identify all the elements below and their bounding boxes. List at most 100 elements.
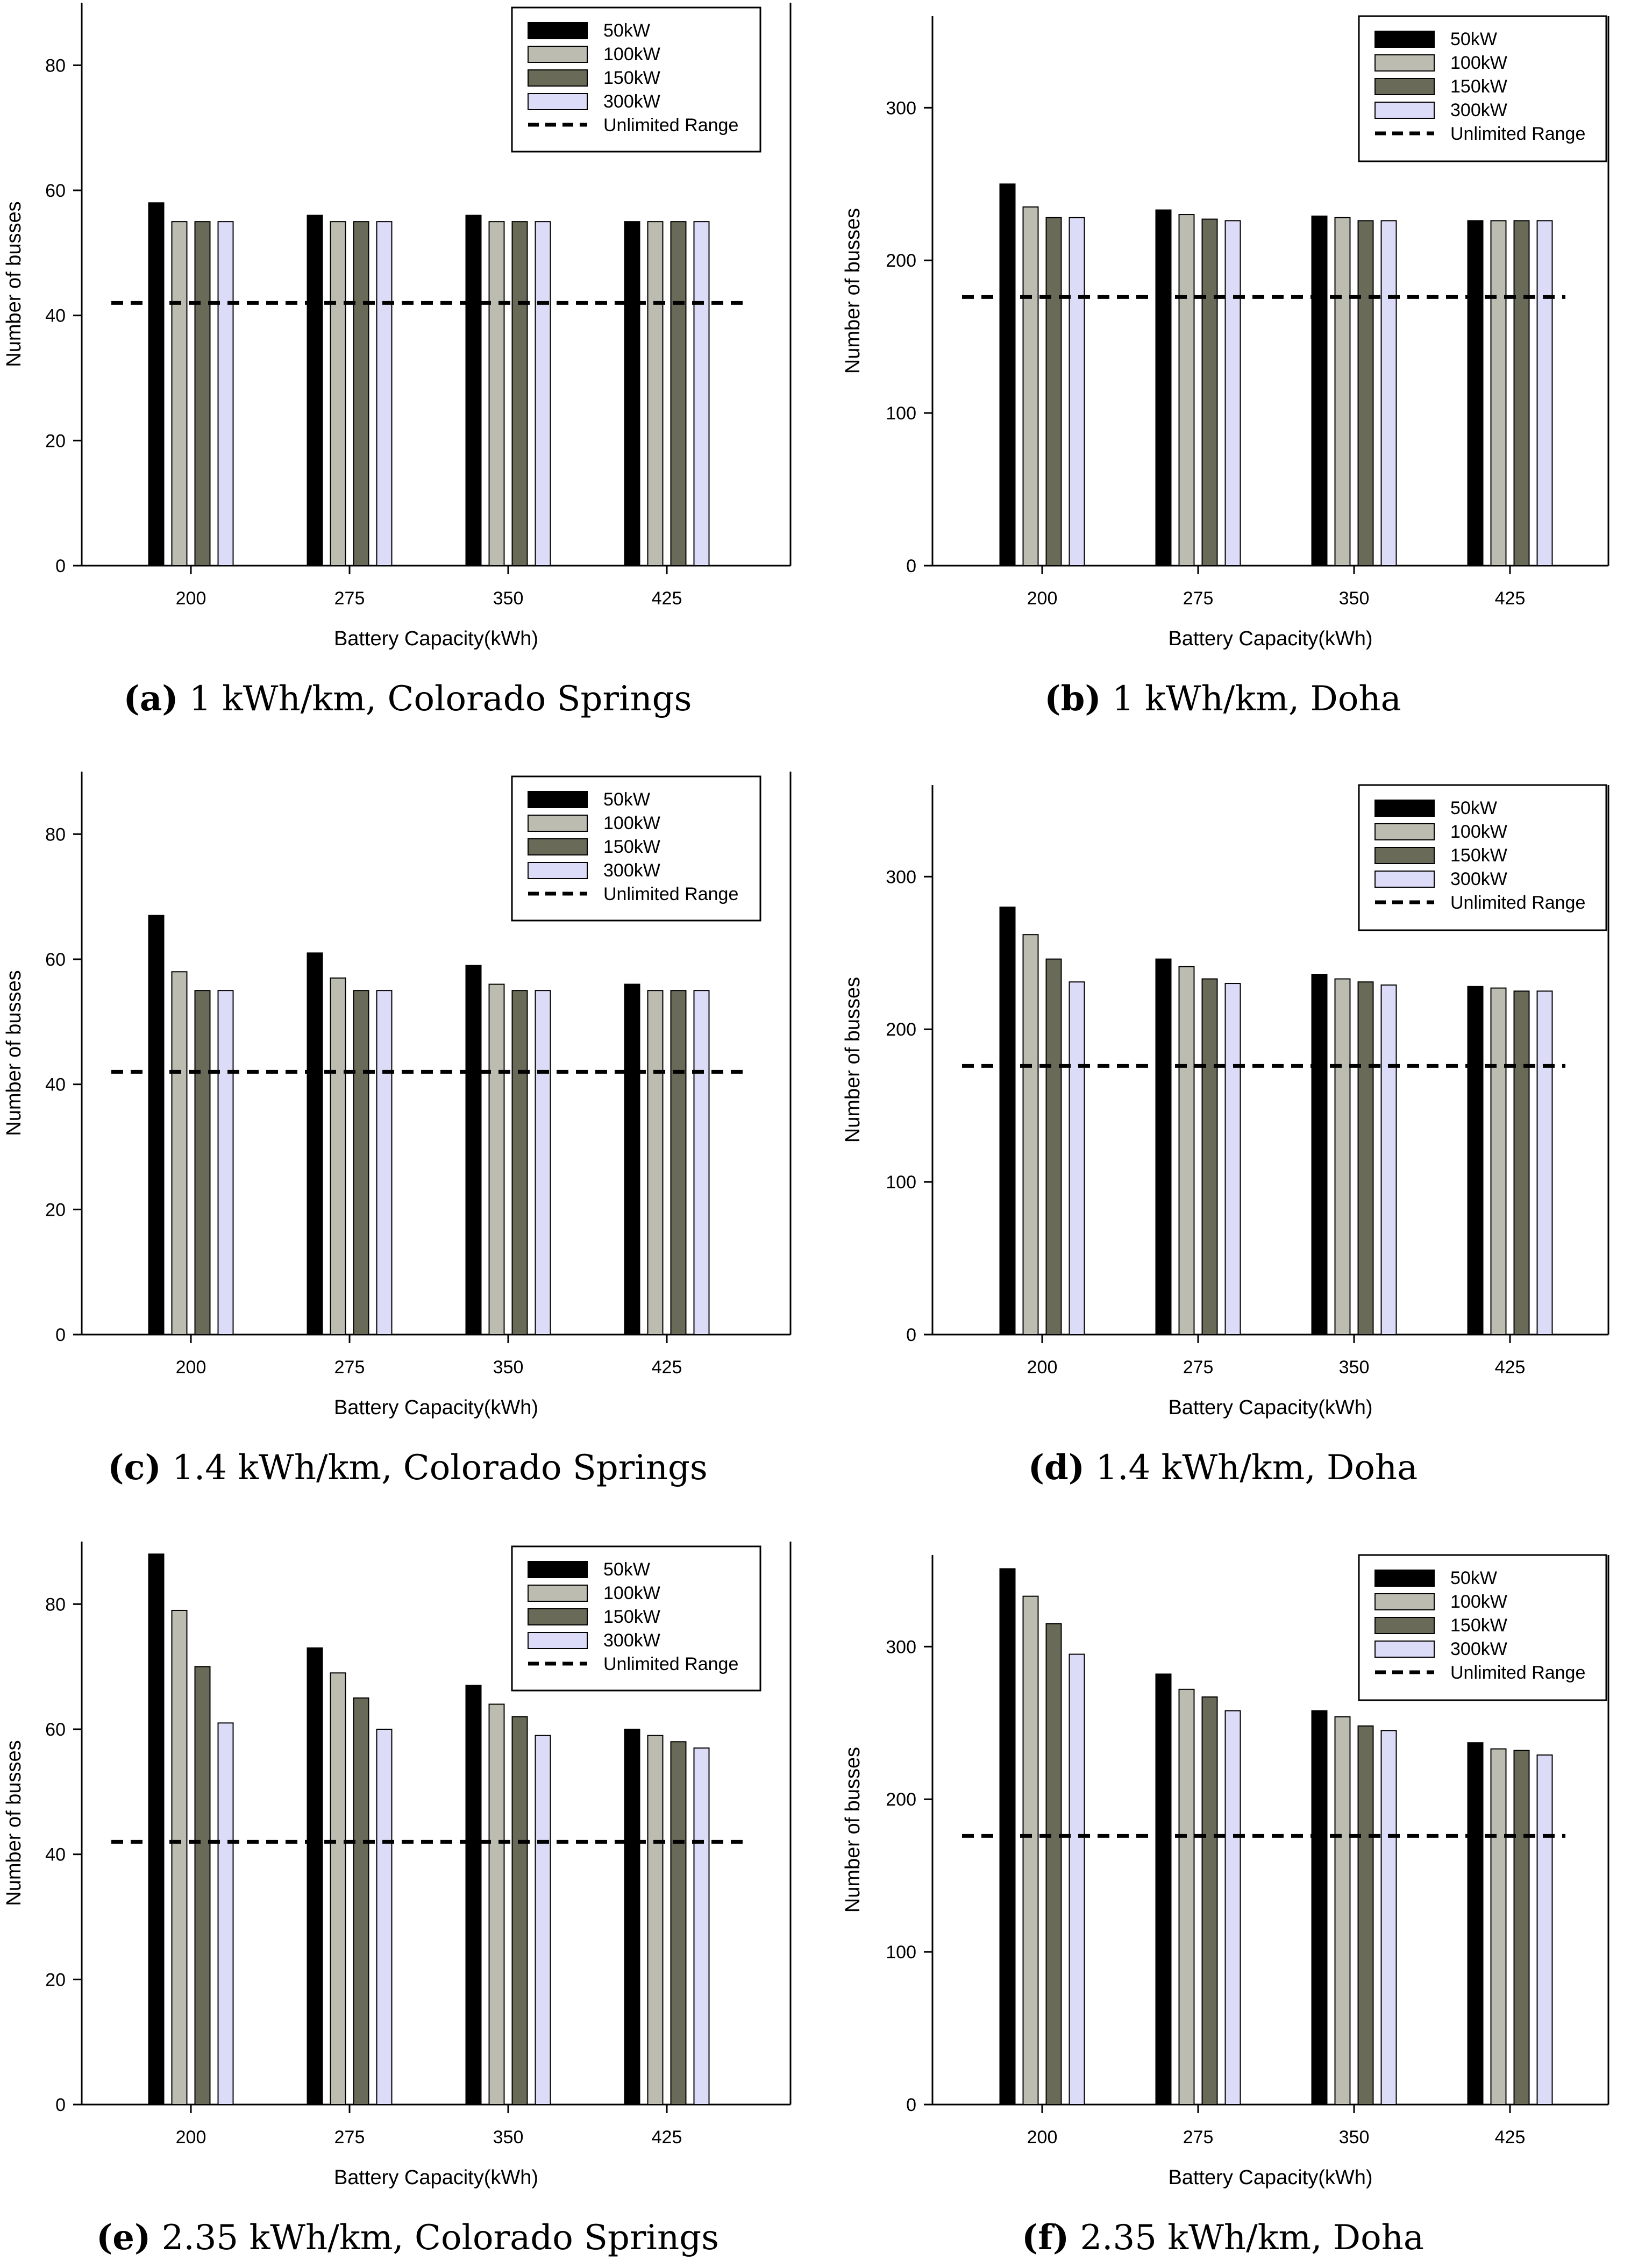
caption-c: (c) 1.4 kWh/km, Colorado Springs bbox=[0, 1447, 815, 1488]
caption-label: (a) bbox=[123, 679, 179, 719]
legend: 50kW 100kW 150kW 300kW Unlimited Range bbox=[1358, 784, 1607, 931]
bar-300kw-275 bbox=[376, 990, 393, 1335]
bar-150kw-425 bbox=[670, 990, 687, 1335]
y-tick-label: 100 bbox=[886, 1172, 916, 1193]
bar-50kw-200 bbox=[999, 183, 1016, 566]
legend-swatch-50kw bbox=[528, 1561, 588, 1578]
legend-label-100kw: 100kW bbox=[1450, 1592, 1507, 1612]
legend-label-unlimited-range: Unlimited Range bbox=[603, 115, 738, 135]
y-tick-label: 20 bbox=[45, 1200, 66, 1220]
legend-label-300kw: 300kW bbox=[1450, 100, 1507, 120]
chart-panel-a: 0 20 40 60 80 Number of busses 200 275 350 425 Bat… bbox=[3, 3, 792, 650]
bar-100kw-350 bbox=[488, 983, 505, 1335]
bar-50kw-275 bbox=[1155, 209, 1172, 566]
legend-swatch-150kw bbox=[1374, 78, 1435, 95]
legend: 50kW 100kW 150kW 300kW Unlimited Range bbox=[511, 6, 761, 153]
x-axis-label: Battery Capacity(kWh) bbox=[334, 2166, 538, 2189]
y-tick-label: 200 bbox=[886, 251, 916, 271]
legend-label-300kw: 300kW bbox=[603, 91, 660, 112]
legend-label-50kw: 50kW bbox=[603, 20, 650, 41]
legend-label-150kw: 150kW bbox=[603, 1607, 660, 1627]
bar-300kw-425 bbox=[693, 1747, 710, 2105]
bar-50kw-425 bbox=[1467, 220, 1484, 566]
x-tick-label: 275 bbox=[1183, 588, 1214, 609]
x-tick-label: 350 bbox=[1339, 1357, 1370, 1378]
bar-100kw-425 bbox=[1490, 220, 1507, 566]
x-tick-label: 425 bbox=[652, 588, 682, 609]
y-tick-label: 20 bbox=[45, 431, 66, 451]
bar-300kw-200 bbox=[1069, 217, 1085, 566]
legend-swatch-50kw bbox=[528, 791, 588, 808]
bar-100kw-275 bbox=[1178, 966, 1195, 1336]
x-axis-label: Battery Capacity(kWh) bbox=[1168, 1396, 1372, 1419]
bar-50kw-425 bbox=[624, 221, 640, 566]
bar-50kw-425 bbox=[1467, 1742, 1484, 2105]
bar-300kw-425 bbox=[693, 221, 710, 566]
y-tick-label: 0 bbox=[55, 556, 66, 576]
legend-swatch-150kw bbox=[528, 69, 588, 87]
legend-label-50kw: 50kW bbox=[603, 1559, 650, 1580]
legend-label-50kw: 50kW bbox=[1450, 29, 1497, 49]
x-tick-label: 200 bbox=[1027, 2127, 1058, 2148]
bar-150kw-275 bbox=[1201, 978, 1218, 1335]
x-tick-label: 350 bbox=[493, 2127, 524, 2148]
caption-d: (d) 1.4 kWh/km, Doha bbox=[815, 1447, 1630, 1488]
bar-50kw-425 bbox=[1467, 986, 1484, 1335]
legend-label-300kw: 300kW bbox=[1450, 1639, 1507, 1659]
chart-panel-e: 0 20 40 60 80 Number of busses 200 275 350 425 Bat… bbox=[3, 1542, 792, 2189]
legend-label-50kw: 50kW bbox=[603, 789, 650, 810]
bar-150kw-275 bbox=[353, 221, 369, 566]
x-tick-label: 425 bbox=[1495, 2127, 1526, 2148]
x-tick-label: 350 bbox=[1339, 588, 1370, 609]
bar-300kw-275 bbox=[1224, 220, 1241, 566]
bar-150kw-425 bbox=[1513, 1750, 1530, 2105]
legend-swatch-300kw bbox=[528, 1632, 588, 1649]
caption-label: (e) bbox=[96, 2217, 151, 2258]
x-tick-label: 425 bbox=[652, 2127, 682, 2148]
caption-text: 2.35 kWh/km, Colorado Springs bbox=[161, 2218, 719, 2258]
y-tick-label: 60 bbox=[45, 950, 66, 970]
bar-100kw-275 bbox=[1178, 214, 1195, 566]
bar-150kw-200 bbox=[194, 1666, 211, 2105]
y-tick-label: 300 bbox=[886, 1637, 916, 1657]
y-tick-label: 200 bbox=[886, 1019, 916, 1040]
y-tick-label: 40 bbox=[45, 306, 66, 326]
legend-label-150kw: 150kW bbox=[603, 837, 660, 857]
caption-label: (c) bbox=[108, 1447, 161, 1488]
bar-50kw-425 bbox=[624, 983, 640, 1335]
legend-swatch-100kw bbox=[528, 815, 588, 832]
bar-150kw-350 bbox=[1357, 981, 1374, 1335]
bar-150kw-350 bbox=[1357, 1725, 1374, 2105]
bar-300kw-200 bbox=[217, 1722, 234, 2106]
bar-100kw-275 bbox=[1178, 1688, 1195, 2106]
chart-panel-c: 0 20 40 60 80 Number of busses 200 275 350 425 Bat… bbox=[3, 772, 792, 1419]
bar-300kw-350 bbox=[535, 1735, 551, 2105]
bar-150kw-350 bbox=[511, 990, 528, 1335]
legend-swatch-300kw bbox=[528, 93, 588, 110]
y-tick-label: 0 bbox=[55, 1325, 66, 1345]
y-tick-label: 300 bbox=[886, 98, 916, 118]
bar-50kw-275 bbox=[1155, 1673, 1172, 2105]
y-axis-label: Number of busses bbox=[3, 201, 25, 367]
bar-150kw-275 bbox=[1201, 1696, 1218, 2105]
bar-150kw-425 bbox=[1513, 990, 1530, 1335]
bar-50kw-275 bbox=[307, 215, 323, 566]
bar-50kw-425 bbox=[624, 1729, 640, 2105]
bar-300kw-275 bbox=[376, 221, 393, 566]
bar-300kw-275 bbox=[1224, 1710, 1241, 2106]
bar-300kw-275 bbox=[376, 1729, 393, 2105]
bar-300kw-425 bbox=[1536, 990, 1553, 1335]
bar-100kw-350 bbox=[1334, 217, 1351, 566]
bar-100kw-275 bbox=[330, 1672, 346, 2106]
x-tick-label: 200 bbox=[176, 588, 206, 609]
legend-swatch-100kw bbox=[1374, 823, 1435, 840]
legend-label-100kw: 100kW bbox=[1450, 822, 1507, 842]
y-tick-label: 100 bbox=[886, 1942, 916, 1963]
legend-label-150kw: 150kW bbox=[1450, 1615, 1507, 1636]
legend-swatch-100kw bbox=[1374, 1593, 1435, 1610]
x-axis-label: Battery Capacity(kWh) bbox=[334, 1396, 538, 1419]
legend-swatch-50kw bbox=[1374, 1570, 1435, 1587]
bar-150kw-425 bbox=[670, 221, 687, 566]
legend-swatch-150kw bbox=[1374, 1617, 1435, 1634]
